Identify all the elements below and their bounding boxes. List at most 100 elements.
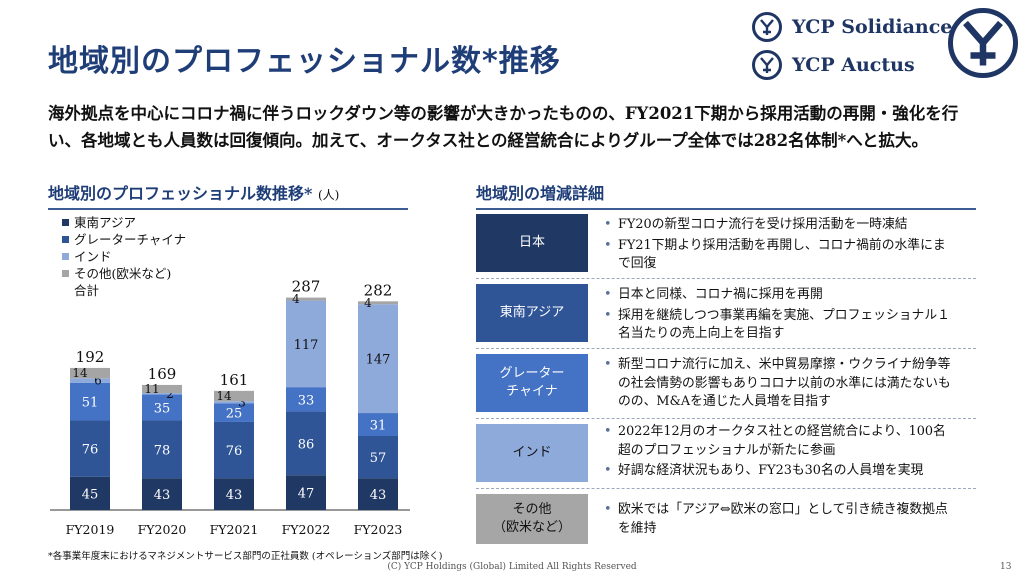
bar-segment bbox=[214, 390, 254, 402]
bar-segment bbox=[142, 384, 182, 394]
bullet-item: 2022年12月のオークタス社との経営統合により、100名超のプロフェッショナル… bbox=[602, 423, 954, 460]
data-label: 14 bbox=[72, 366, 88, 380]
bar-segment bbox=[142, 393, 182, 395]
data-label: 86 bbox=[298, 437, 315, 452]
japan-bullets: FY20の新型コロナ流行を受け採用活動を一時凍結 FY21下期より採用活動を再開… bbox=[602, 216, 954, 276]
data-label: 2 bbox=[166, 387, 174, 401]
legend-swatch bbox=[62, 219, 69, 226]
sea-bullets: 日本と同様、コロナ禍に採用を再開 採用を継続しつつ事業再編を実施、プロフェッショ… bbox=[602, 286, 954, 346]
legend-item-total: 合計 bbox=[74, 283, 100, 298]
data-label: 14 bbox=[216, 389, 232, 403]
data-label: 47 bbox=[298, 487, 315, 502]
bar-segment bbox=[286, 475, 326, 510]
x-tick-label: FY2022 bbox=[282, 522, 331, 537]
bar-segment bbox=[70, 367, 110, 379]
divider bbox=[476, 278, 976, 279]
bar-segment bbox=[142, 394, 182, 421]
data-label: 3 bbox=[238, 395, 246, 409]
bar-segment bbox=[70, 378, 110, 383]
bar-segment bbox=[70, 476, 110, 510]
data-label: 78 bbox=[154, 443, 171, 458]
bullet-item: 好調な経済状況もあり、FY23も30名の人員増を実現 bbox=[602, 462, 954, 481]
legend-swatch bbox=[62, 270, 69, 277]
bar-segment bbox=[286, 300, 326, 388]
bar-segment bbox=[286, 387, 326, 412]
bar-segment bbox=[358, 301, 398, 305]
bar-segment bbox=[358, 304, 398, 414]
data-label: 43 bbox=[370, 488, 387, 503]
data-label: 43 bbox=[154, 488, 171, 503]
bar-segment bbox=[286, 297, 326, 301]
region-label-sea: 東南アジア bbox=[476, 284, 588, 342]
other-bullets: 欧米では「アジア⇔欧米の窓口」として引き続き複数拠点を維持 bbox=[602, 501, 954, 540]
bullet-item: FY20の新型コロナ流行を受け採用活動を一時凍結 bbox=[602, 216, 954, 235]
bar-segment bbox=[142, 478, 182, 510]
brand-solidiance: YCP Solidiance bbox=[792, 16, 953, 38]
chart-legend: 東南アジア グレーターチャイナ インド その他(欧米など) 合計 bbox=[62, 214, 186, 299]
data-label: 11 bbox=[144, 382, 159, 396]
region-label-other: その他 （欧米など） bbox=[476, 494, 588, 544]
bullet-item: 採用を継続しつつ事業再編を実施、プロフェッショナル１名当たりの売上向上を目指す bbox=[602, 307, 954, 344]
data-label: 6 bbox=[94, 374, 102, 388]
intro-text: 海外拠点を中心にコロナ禍に伴うロックダウン等の影響が大きかったものの、FY202… bbox=[48, 104, 959, 150]
page-title: 地域別のプロフェッショナル数*推移 bbox=[48, 44, 561, 79]
gc-bullets: 新型コロナ流行に加え、米中貿易摩擦・ウクライナ紛争等の社会情勢の影響もありコロナ… bbox=[602, 356, 954, 414]
total-label: 192 bbox=[76, 348, 105, 366]
bar-segment bbox=[70, 420, 110, 477]
data-label: 4 bbox=[292, 292, 300, 306]
data-label: 117 bbox=[294, 338, 319, 353]
region-label-greater-china: グレーター チャイナ bbox=[476, 354, 588, 412]
ycp-logo-icon bbox=[752, 12, 782, 42]
x-tick-label: FY2020 bbox=[138, 522, 187, 537]
legend-item-sea: 東南アジア bbox=[62, 214, 186, 231]
data-label: 31 bbox=[370, 419, 387, 434]
chart-section-heading: 地域別のプロフェッショナル数推移* (人) bbox=[48, 180, 408, 210]
bullet-item: 日本と同様、コロナ禍に採用を再開 bbox=[602, 286, 954, 305]
bar-segment bbox=[286, 411, 326, 476]
bar-segment bbox=[214, 401, 254, 404]
data-label: 33 bbox=[298, 393, 315, 408]
bar-segment bbox=[214, 478, 254, 510]
page-number: 13 bbox=[1000, 562, 1012, 572]
bar-segment bbox=[214, 403, 254, 422]
data-label: 35 bbox=[154, 402, 171, 417]
legend-item-other: その他(欧米など) bbox=[62, 265, 186, 282]
data-label: 45 bbox=[82, 487, 99, 502]
footnote: *各事業年度末におけるマネジメントサービス部門の正社員数 (オペレーションズ部門… bbox=[48, 551, 443, 562]
chart-heading-text: 地域別のプロフェッショナル数推移* bbox=[48, 184, 313, 203]
data-label: 76 bbox=[82, 443, 99, 458]
region-label-japan: 日本 bbox=[476, 214, 588, 272]
bar-segment bbox=[358, 436, 398, 479]
bar-segment bbox=[142, 420, 182, 479]
legend-item-gc: グレーターチャイナ bbox=[62, 231, 186, 248]
region-label-india: インド bbox=[476, 424, 588, 482]
data-label: 4 bbox=[364, 296, 372, 310]
data-label: 76 bbox=[226, 444, 243, 459]
x-tick-label: FY2019 bbox=[66, 522, 115, 537]
copyright: (C) YCP Holdings (Global) Limited All Ri… bbox=[387, 562, 637, 572]
detail-section-heading: 地域別の増減詳細 bbox=[476, 180, 976, 210]
stacked-bar-chart: 457651614192FY2019437835211169FY20204376… bbox=[50, 278, 410, 537]
data-label: 147 bbox=[366, 353, 391, 368]
bar-segment bbox=[70, 382, 110, 421]
data-label: 57 bbox=[370, 451, 387, 466]
divider bbox=[476, 488, 976, 489]
bar-segment bbox=[358, 478, 398, 510]
brand-auctus: YCP Auctus bbox=[792, 54, 915, 76]
bullet-item: 新型コロナ流行に加え、米中貿易摩擦・ウクライナ紛争等の社会情勢の影響もありコロナ… bbox=[602, 356, 954, 412]
india-bullets: 2022年12月のオークタス社との経営統合により、100名超のプロフェッショナル… bbox=[602, 423, 954, 483]
total-label: 287 bbox=[292, 278, 321, 296]
ycp-logo-icon bbox=[752, 50, 782, 80]
total-label: 169 bbox=[148, 365, 177, 383]
chart-unit: (人) bbox=[317, 188, 340, 202]
total-label: 161 bbox=[220, 371, 249, 389]
legend-item-india: インド bbox=[62, 248, 186, 265]
bar-segment bbox=[214, 421, 254, 479]
ycp-emblem-icon bbox=[948, 8, 1018, 78]
x-tick-label: FY2023 bbox=[354, 522, 403, 537]
divider bbox=[476, 348, 976, 349]
x-tick-label: FY2021 bbox=[210, 522, 259, 537]
bullet-item: 欧米では「アジア⇔欧米の窓口」として引き続き複数拠点を維持 bbox=[602, 501, 954, 538]
legend-swatch bbox=[62, 253, 69, 260]
bullet-item: FY21下期より採用活動を再開し、コロナ禍前の水準にまで回復 bbox=[602, 237, 954, 274]
